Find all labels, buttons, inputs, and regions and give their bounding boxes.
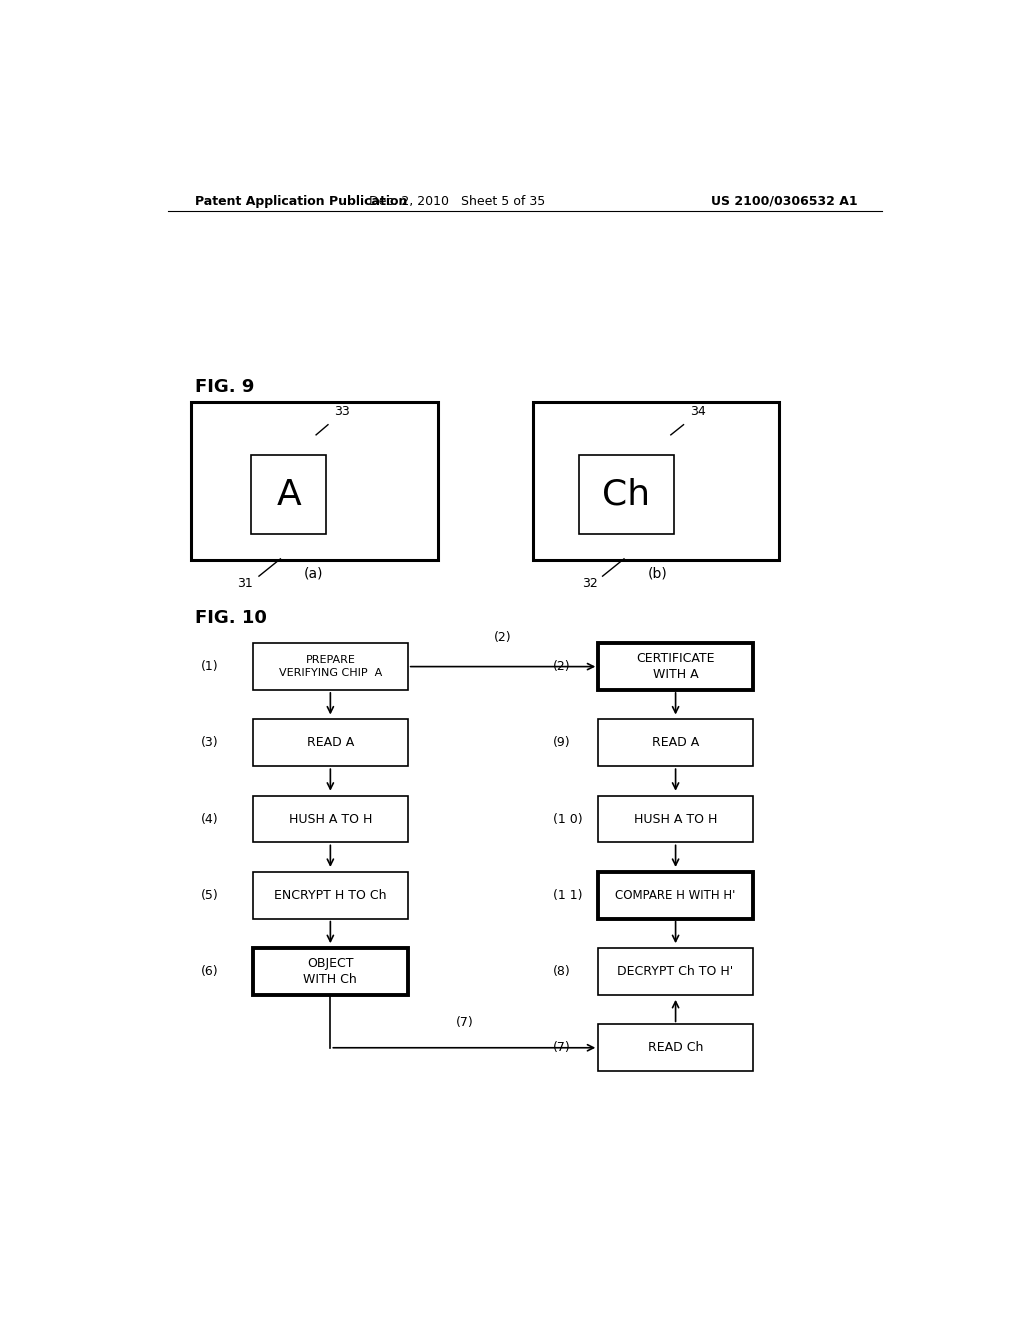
Bar — [253, 643, 408, 690]
Text: READ A: READ A — [652, 737, 699, 750]
Bar — [251, 455, 327, 535]
Bar — [598, 1024, 753, 1071]
Text: READ Ch: READ Ch — [648, 1041, 703, 1055]
Text: Ch: Ch — [602, 478, 650, 512]
Text: DECRYPT Ch TO H': DECRYPT Ch TO H' — [617, 965, 734, 978]
Bar — [598, 873, 753, 919]
Text: READ A: READ A — [307, 737, 354, 750]
Text: (3): (3) — [201, 737, 219, 750]
Bar — [253, 796, 408, 842]
Text: (1): (1) — [201, 660, 219, 673]
Text: US 2100/0306532 A1: US 2100/0306532 A1 — [712, 194, 858, 207]
Text: HUSH A TO H: HUSH A TO H — [289, 813, 372, 825]
Text: (8): (8) — [553, 965, 570, 978]
Text: COMPARE H WITH H': COMPARE H WITH H' — [615, 888, 736, 902]
Bar — [598, 796, 753, 842]
Bar — [598, 948, 753, 995]
Text: (5): (5) — [201, 888, 219, 902]
Text: CERTIFICATE
WITH A: CERTIFICATE WITH A — [636, 652, 715, 681]
Text: 33: 33 — [335, 405, 350, 417]
Text: 31: 31 — [238, 577, 253, 590]
Text: A: A — [276, 478, 301, 512]
Bar — [191, 403, 437, 560]
Text: 32: 32 — [582, 577, 598, 590]
Text: FIG. 10: FIG. 10 — [196, 609, 267, 627]
Text: HUSH A TO H: HUSH A TO H — [634, 813, 717, 825]
Text: (1 0): (1 0) — [553, 813, 583, 825]
Text: (9): (9) — [553, 737, 570, 750]
Bar — [598, 643, 753, 690]
Text: (7): (7) — [553, 1041, 570, 1055]
Text: (7): (7) — [456, 1016, 473, 1030]
Text: Dec. 2, 2010   Sheet 5 of 35: Dec. 2, 2010 Sheet 5 of 35 — [370, 194, 546, 207]
Text: PREPARE
VERIFYING CHIP  A: PREPARE VERIFYING CHIP A — [279, 656, 382, 677]
Text: OBJECT
WITH Ch: OBJECT WITH Ch — [303, 957, 357, 986]
Text: (4): (4) — [201, 813, 219, 825]
Text: (1 1): (1 1) — [553, 888, 582, 902]
Text: (2): (2) — [553, 660, 570, 673]
Text: (a): (a) — [304, 566, 324, 579]
Bar — [579, 455, 674, 535]
Bar — [532, 403, 779, 560]
Text: FIG. 9: FIG. 9 — [196, 378, 255, 396]
Text: (b): (b) — [648, 566, 668, 579]
Bar — [598, 719, 753, 766]
Text: ENCRYPT H TO Ch: ENCRYPT H TO Ch — [274, 888, 387, 902]
Text: 34: 34 — [690, 405, 706, 417]
Text: Patent Application Publication: Patent Application Publication — [196, 194, 408, 207]
Bar — [253, 719, 408, 766]
Bar — [253, 948, 408, 995]
Bar — [253, 873, 408, 919]
Text: (2): (2) — [495, 631, 512, 644]
Text: (6): (6) — [201, 965, 219, 978]
